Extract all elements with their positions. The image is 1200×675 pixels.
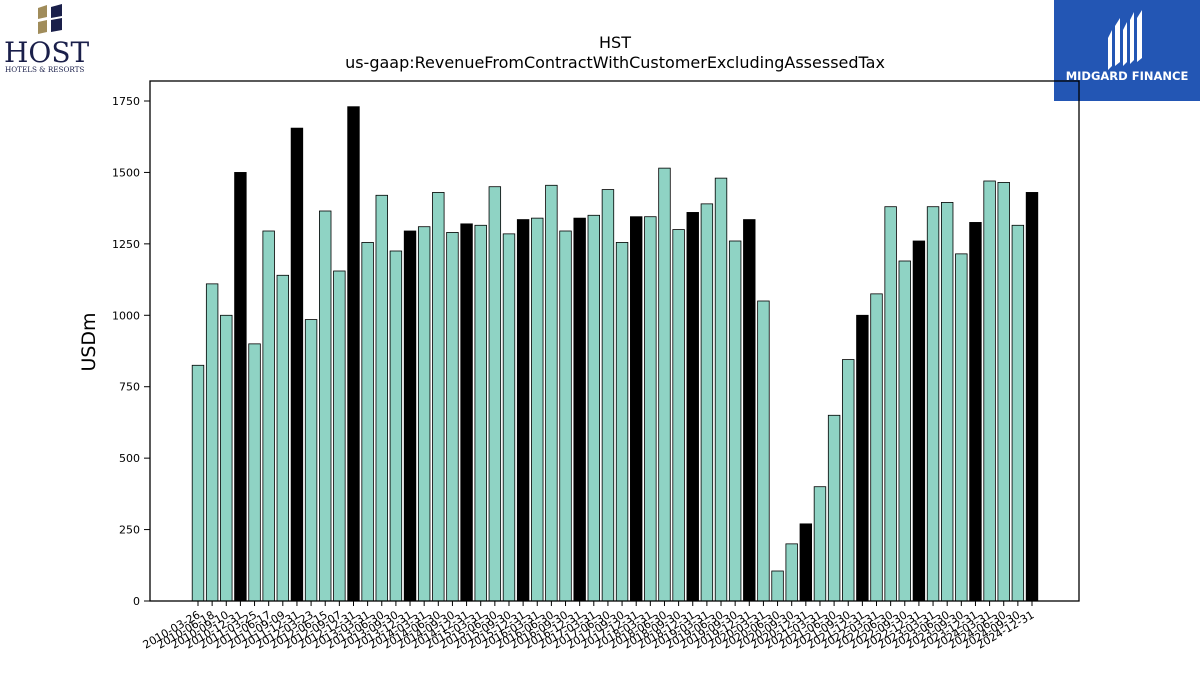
bar-2019-03-31 xyxy=(700,203,714,602)
bar-2015-09-30 xyxy=(502,233,516,602)
bar-2019-09-30 xyxy=(728,240,742,602)
bar-2020-09-30 xyxy=(785,543,798,602)
bar-2024-03-31 xyxy=(983,180,996,602)
y-tick-label: 1500 xyxy=(112,166,140,179)
plot-frame xyxy=(149,80,1080,602)
host-logo: HOST HOTELS & RESORTS xyxy=(4,4,90,74)
bar-2011-06-17 xyxy=(262,230,275,602)
y-tick-label: 1750 xyxy=(112,95,140,108)
bar-2016-06-30 xyxy=(545,184,558,602)
bar-2011-12-31 xyxy=(290,127,304,602)
y-tick-label: 1250 xyxy=(112,238,140,251)
bar-2018-12-31 xyxy=(686,212,699,602)
y-axis: 0 250 500 750 1000 1250 1500 1750 xyxy=(112,95,150,608)
y-tick-label: 750 xyxy=(119,381,140,394)
bar-2017-03-31 xyxy=(587,214,600,602)
bar-2015-03-31 xyxy=(474,224,487,602)
bar-2014-09-30 xyxy=(446,232,459,602)
bar-2021-06-30 xyxy=(827,414,841,602)
bar-2022-06-30 xyxy=(884,206,897,602)
x-axis: 2010-03-262010-06-182010-09-102010-12-31… xyxy=(141,601,1037,652)
bar-2016-09-30 xyxy=(559,230,572,602)
bar-2021-12-31 xyxy=(856,314,869,602)
y-tick-label: 0 xyxy=(133,595,140,608)
bar-2024-06-30 xyxy=(997,182,1010,602)
bar-2016-03-31 xyxy=(531,217,544,602)
bar-2014-06-30 xyxy=(432,192,445,602)
y-tick-label: 250 xyxy=(119,524,140,537)
bar-2010-09-10 xyxy=(220,314,233,602)
host-logo-tagline: HOTELS & RESORTS xyxy=(5,65,84,74)
host-logo-wordmark: HOST xyxy=(4,36,90,69)
bar-2020-06-30 xyxy=(771,570,784,602)
bar-2012-03-23 xyxy=(304,319,318,602)
bar-2015-12-31 xyxy=(516,219,530,602)
bar-2023-09-30 xyxy=(955,253,968,602)
bar-2012-09-07 xyxy=(333,270,346,602)
y-tick-label: 1000 xyxy=(112,309,140,322)
bar-2023-12-31 xyxy=(969,222,982,602)
y-tick-label: 500 xyxy=(119,452,140,465)
bar-2010-03-26 xyxy=(191,364,205,602)
bar-2012-06-15 xyxy=(319,210,332,602)
bar-2017-09-30 xyxy=(615,242,629,602)
bar-2013-06-30 xyxy=(375,194,388,602)
bar-2013-12-31 xyxy=(403,230,417,602)
bar-2020-03-31 xyxy=(757,300,770,602)
bar-2021-03-31 xyxy=(813,486,827,602)
bar-2010-06-18 xyxy=(205,283,219,602)
bars-group xyxy=(191,106,1039,602)
bar-2011-09-09 xyxy=(276,274,290,602)
midgard-logo-mark xyxy=(1108,10,1142,70)
bar-2018-09-30 xyxy=(672,229,685,602)
bar-2021-09-30 xyxy=(842,359,855,602)
bar-2019-12-31 xyxy=(743,219,756,602)
bar-2017-12-31 xyxy=(630,216,643,602)
y-axis-label: USDm xyxy=(78,312,100,371)
midgard-logo-text: MIDGARD FINANCE xyxy=(1066,69,1189,83)
midgard-finance-logo: MIDGARD FINANCE xyxy=(1054,0,1200,101)
chart-title: HST xyxy=(599,33,631,52)
bar-2020-12-31 xyxy=(799,523,813,602)
bar-2018-06-30 xyxy=(658,167,671,602)
bar-2017-06-30 xyxy=(601,189,615,602)
bar-2015-06-30 xyxy=(488,186,502,602)
midgard-logo-graphic: MIDGARD FINANCE xyxy=(1054,0,1200,101)
bar-2024-12-31 xyxy=(1025,192,1039,602)
bar-2014-03-31 xyxy=(417,226,431,602)
host-logo-mark xyxy=(38,4,62,34)
bar-2012-12-31 xyxy=(347,106,360,602)
bar-2014-12-31 xyxy=(460,223,473,602)
bar-2022-03-31 xyxy=(870,293,883,602)
bar-2016-12-31 xyxy=(573,217,586,602)
chart-subtitle: us-gaap:RevenueFromContractWithCustomerE… xyxy=(345,53,885,72)
bar-2013-09-30 xyxy=(389,250,403,602)
bar-2022-12-31 xyxy=(912,240,926,602)
bar-2022-09-30 xyxy=(898,260,911,602)
bar-2019-06-30 xyxy=(714,177,728,602)
bar-2023-03-31 xyxy=(926,206,940,602)
bar-2018-03-31 xyxy=(644,216,657,602)
bar-2024-09-30 xyxy=(1011,224,1025,602)
bar-2011-03-25 xyxy=(248,343,261,602)
bar-2023-06-30 xyxy=(940,202,954,602)
bar-2013-03-31 xyxy=(361,242,374,602)
bar-2010-12-31 xyxy=(234,172,247,602)
